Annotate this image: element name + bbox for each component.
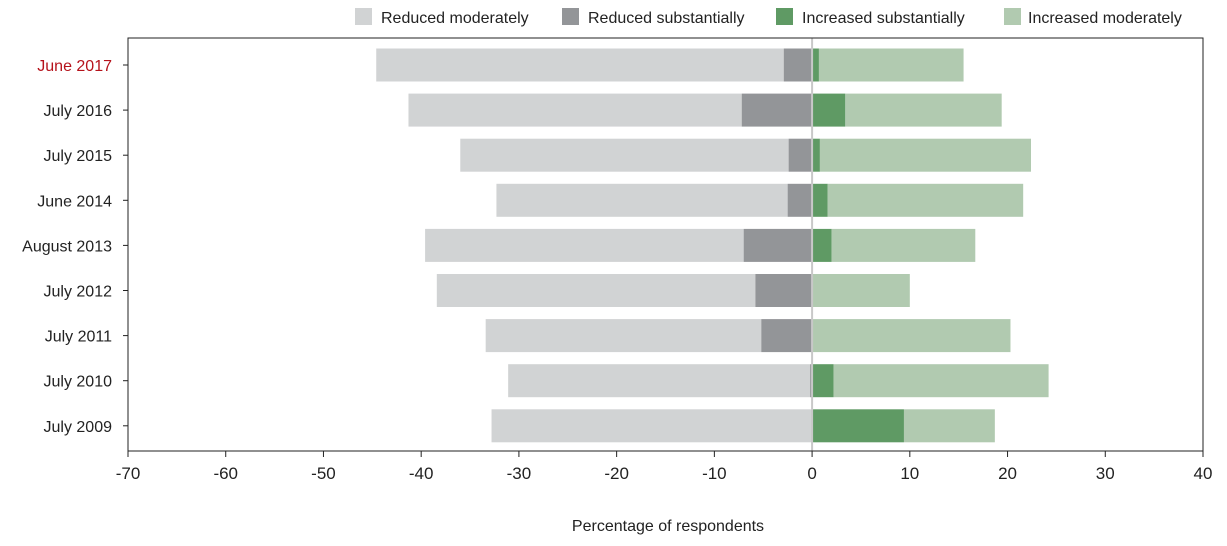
bar-reduced-moderately-august-2013: [425, 228, 744, 262]
bars-group: [376, 48, 1049, 443]
x-tick-label: -30: [507, 464, 532, 483]
bar-reduced-moderately-july-2016: [408, 93, 742, 127]
legend-label-increased-moderately: Increased moderately: [1028, 10, 1182, 27]
bar-increased-substantially-august-2013: [812, 228, 832, 262]
bar-reduced-substantially-august-2013: [743, 228, 813, 262]
bar-increased-substantially-june-2017: [812, 48, 819, 82]
legend-label-reduced-substantially: Reduced substantially: [588, 10, 745, 27]
y-tick-label-june-2014: June 2014: [37, 193, 112, 210]
x-tick-label: -60: [213, 464, 238, 483]
y-tick-label-july-2011: July 2011: [45, 329, 112, 346]
legend-label-increased-substantially: Increased substantially: [802, 10, 965, 27]
x-tick-label: 30: [1096, 464, 1115, 483]
bar-increased-substantially-july-2015: [812, 138, 820, 172]
legend-swatch-increased-substantially: [776, 8, 793, 25]
bar-increased-substantially-july-2016: [812, 93, 846, 127]
bar-increased-moderately-july-2012: [812, 274, 910, 307]
axes-group: June 2017 July 2016 July 2015 June 2014 Augu…: [22, 37, 1213, 483]
legend-label-reduced-moderately: Reduced moderately: [381, 10, 529, 27]
y-tick-label-july-2010: July 2010: [44, 374, 113, 391]
bar-increased-moderately-july-2016: [845, 93, 1002, 127]
plot-frame: [127, 37, 1204, 452]
x-tick-label: -20: [604, 464, 629, 483]
x-tick-label: 10: [900, 464, 919, 483]
y-tick-label-july-2009: July 2009: [44, 419, 113, 436]
legend-swatch-reduced-moderately: [355, 8, 372, 25]
bar-reduced-substantially-july-2016: [741, 93, 813, 127]
y-tick-label-july-2016: July 2016: [44, 103, 113, 120]
bar-increased-moderately-august-2013: [831, 228, 976, 262]
x-tick-label: 20: [998, 464, 1017, 483]
bar-increased-substantially-july-2009: [812, 409, 904, 443]
bar-increased-moderately-july-2010: [833, 364, 1049, 398]
bar-reduced-moderately-july-2009: [491, 409, 813, 443]
y-tick-label-july-2012: July 2012: [44, 284, 113, 301]
y-tick-label-june-2017: June 2017: [37, 58, 112, 75]
x-tick-label: -40: [409, 464, 434, 483]
bar-reduced-moderately-june-2017: [376, 48, 784, 82]
bar-reduced-substantially-july-2012: [755, 274, 813, 307]
x-tick-label: -50: [311, 464, 336, 483]
legend-swatch-increased-moderately: [1004, 8, 1021, 25]
x-axis-title: Percentage of respondents: [572, 518, 764, 535]
chart-legend: Reduced moderately Reduced substantially I…: [355, 8, 1182, 27]
bar-reduced-moderately-june-2014: [496, 183, 788, 217]
x-tick-label: 0: [807, 464, 816, 483]
bar-reduced-moderately-july-2011: [485, 319, 762, 353]
bar-increased-substantially-july-2010: [812, 364, 834, 398]
bar-reduced-substantially-june-2017: [783, 48, 813, 82]
y-tick-label-july-2015: July 2015: [44, 148, 113, 165]
legend-swatch-reduced-substantially: [562, 8, 579, 25]
bar-increased-moderately-june-2014: [827, 183, 1024, 217]
x-tick-label: -70: [116, 464, 141, 483]
bar-reduced-substantially-june-2014: [787, 183, 813, 217]
bar-increased-moderately-june-2017: [818, 48, 964, 82]
bar-reduced-moderately-july-2010: [508, 364, 811, 398]
bar-increased-substantially-june-2014: [812, 183, 828, 217]
bar-reduced-substantially-july-2011: [761, 319, 813, 353]
x-tick-label: -10: [702, 464, 727, 483]
bar-increased-moderately-july-2015: [819, 138, 1031, 172]
bar-increased-moderately-july-2009: [903, 409, 995, 443]
bar-reduced-moderately-july-2015: [460, 138, 789, 172]
x-tick-label: 40: [1194, 464, 1213, 483]
bar-reduced-substantially-july-2015: [788, 138, 813, 172]
bar-increased-moderately-july-2011: [812, 319, 1011, 353]
y-tick-label-august-2013: August 2013: [22, 238, 112, 255]
bar-reduced-moderately-july-2012: [436, 274, 756, 307]
